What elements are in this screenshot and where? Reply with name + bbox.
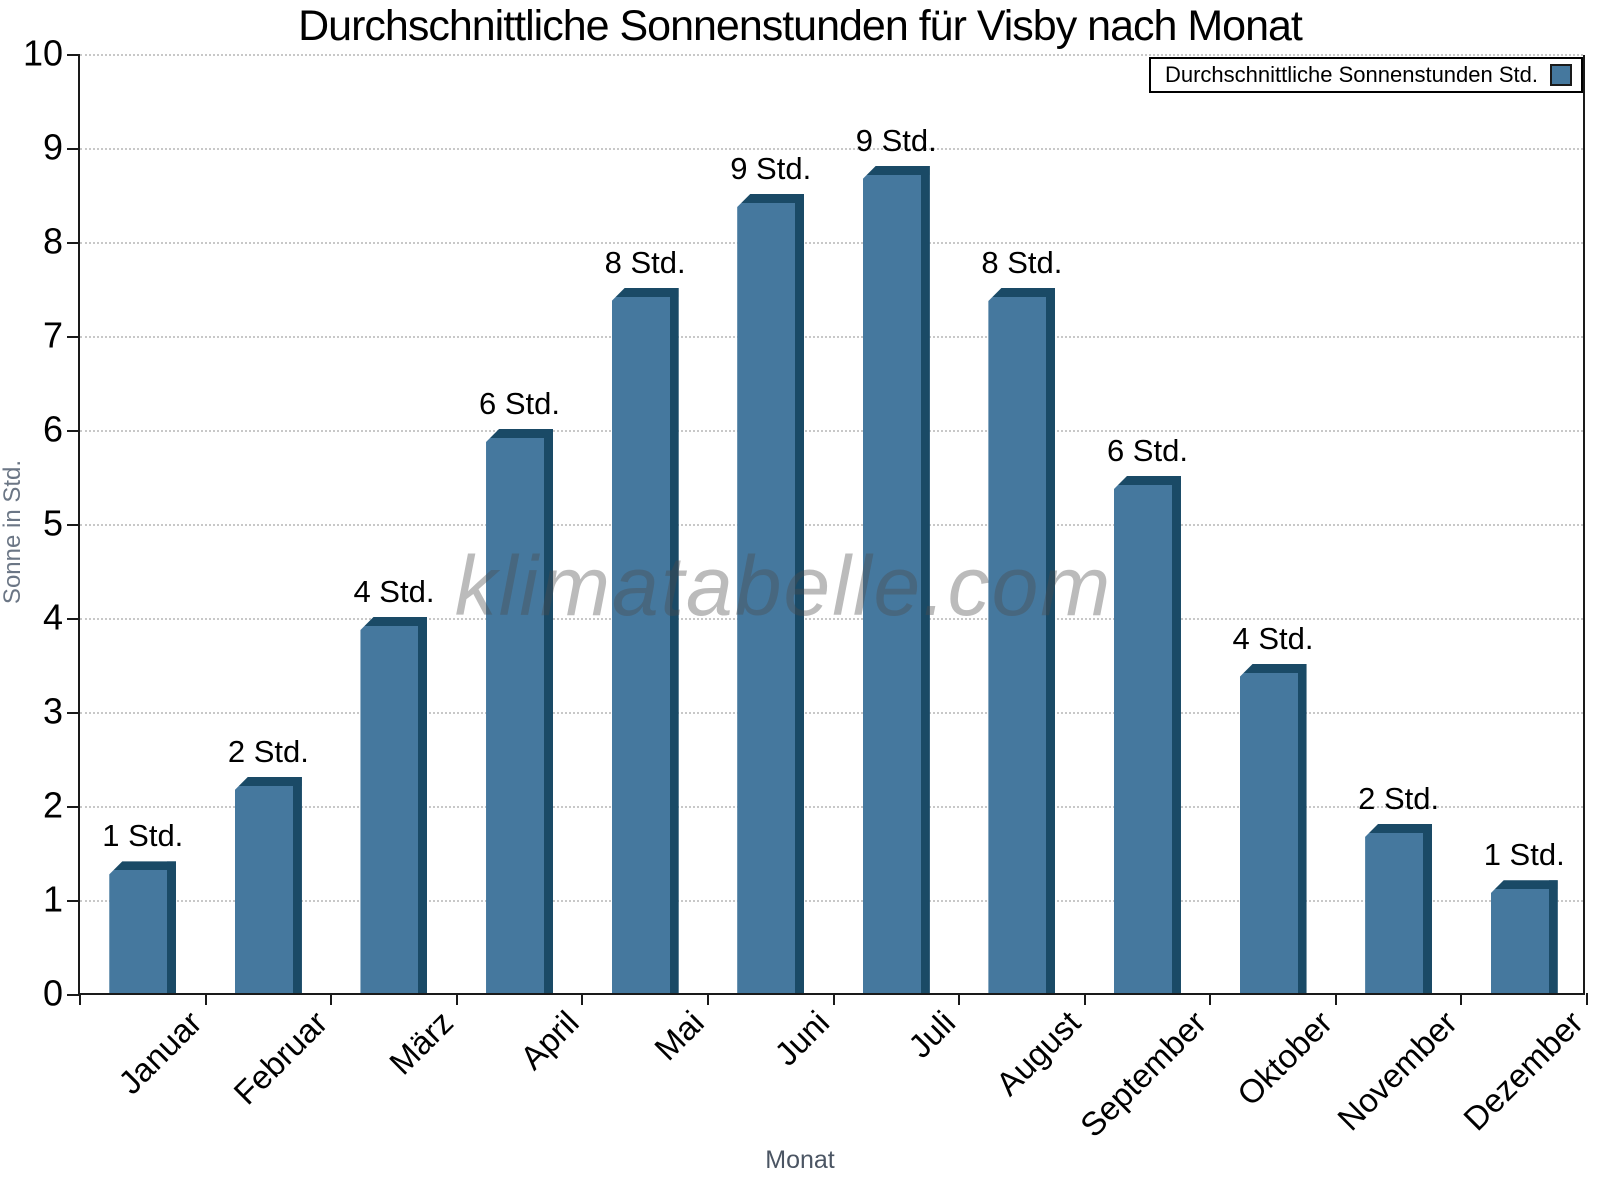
y-axis-tick (67, 806, 80, 808)
x-category-label: Januar (111, 1003, 209, 1102)
y-axis-tick (67, 148, 80, 150)
bar-mai (611, 288, 679, 993)
gridline (80, 712, 1583, 714)
bar-oktober (1239, 664, 1307, 993)
y-axis-tick (67, 336, 80, 338)
y-axis-tick (67, 54, 80, 56)
bar-value-label: 4 Std. (1232, 621, 1314, 656)
x-axis-tick (79, 993, 81, 1005)
bar-juli (862, 165, 930, 993)
y-tick-label: 5 (42, 502, 63, 544)
gridline (80, 148, 1583, 150)
legend: Durchschnittliche Sonnenstunden Std. (1148, 57, 1583, 93)
bar-value-label: 9 Std. (855, 122, 937, 158)
bar-value-label: 1 Std. (1483, 837, 1565, 873)
gridline (80, 806, 1583, 808)
x-axis-title: Monat (765, 1146, 835, 1174)
y-tick-label: 0 (42, 972, 63, 1014)
bar-märz (360, 617, 428, 993)
y-axis-title: Sonne in Std. (0, 459, 26, 605)
y-tick-label: 2 (42, 784, 63, 826)
x-category-label: August (988, 1003, 1088, 1103)
x-axis-tick (204, 993, 207, 1005)
y-tick-label: 4 (42, 596, 63, 638)
x-axis-tick (1083, 993, 1086, 1005)
y-tick-label: 9 (42, 126, 63, 168)
x-category-label: April (512, 1003, 586, 1077)
gridline (80, 524, 1583, 526)
legend-marker-swatch-icon (1550, 64, 1572, 86)
y-tick-label: 10 (22, 32, 63, 74)
x-category-label: November (1330, 1003, 1465, 1138)
y-axis-tick (67, 618, 80, 620)
x-axis-tick (581, 993, 584, 1005)
x-axis-tick (958, 993, 961, 1005)
bar-juni (737, 194, 805, 993)
bar-april (486, 429, 554, 993)
x-category-label: Mai (647, 1003, 711, 1068)
bar-september (1113, 476, 1181, 993)
gridline (80, 54, 1583, 56)
bar-value-label: 4 Std. (353, 574, 435, 609)
bar-august (988, 288, 1056, 993)
x-category-label: Dezember (1456, 1003, 1590, 1138)
bar-value-label: 8 Std. (604, 245, 686, 280)
x-axis-tick (1586, 993, 1588, 1005)
x-category-label: Juli (900, 1003, 963, 1065)
y-tick-label: 1 (42, 878, 63, 920)
bar-value-label: 9 Std. (730, 151, 812, 186)
x-axis-tick (832, 993, 835, 1005)
bar-value-label: 2 Std. (1358, 780, 1440, 816)
bar-februar (234, 776, 302, 993)
bar-value-label: 6 Std. (479, 386, 561, 421)
gridline (80, 242, 1583, 244)
x-axis-tick (1334, 993, 1337, 1005)
bar-januar (109, 861, 177, 993)
gridline (80, 900, 1583, 902)
legend-label: Durchschnittliche Sonnenstunden Std. (1164, 62, 1538, 87)
y-axis-tick (67, 242, 80, 244)
y-tick-label: 8 (42, 220, 63, 262)
y-tick-label: 7 (42, 314, 63, 356)
y-tick-label: 6 (42, 408, 63, 450)
x-axis-tick (706, 993, 709, 1005)
bar-value-label: 6 Std. (1106, 433, 1188, 468)
chart-title: Durchschnittliche Sonnenstunden für Visb… (298, 2, 1303, 50)
y-axis-tick (67, 430, 80, 432)
gridline (80, 430, 1583, 432)
x-axis-tick (1460, 993, 1463, 1005)
plot-area: 0 1 2 3 4 5 6 7 8 9 10 1 Std. Januar 2 Std. Februar 4 S… (23, 35, 1590, 1144)
y-tick-label: 3 (42, 690, 63, 732)
x-category-label: März (381, 1003, 460, 1082)
bar-value-label: 8 Std. (981, 245, 1063, 280)
y-axis-tick (67, 712, 80, 714)
y-axis-tick (67, 524, 80, 526)
x-category-label: Juni (767, 1003, 837, 1073)
gridline (80, 618, 1583, 620)
x-category-label: September (1072, 1003, 1214, 1144)
bar-value-label: 2 Std. (227, 733, 309, 769)
y-axis-tick (67, 900, 80, 902)
gridline (80, 336, 1583, 338)
y-axis-tick (67, 994, 80, 996)
bar-value-label: 1 Std. (102, 818, 184, 854)
bar-november (1365, 823, 1433, 993)
bar-dezember (1490, 880, 1558, 993)
x-axis-tick (330, 993, 333, 1005)
x-category-label: Februar (226, 1003, 335, 1112)
x-category-label: Oktober (1229, 1003, 1339, 1113)
x-axis-tick (1209, 993, 1212, 1005)
x-axis-tick (455, 993, 458, 1005)
